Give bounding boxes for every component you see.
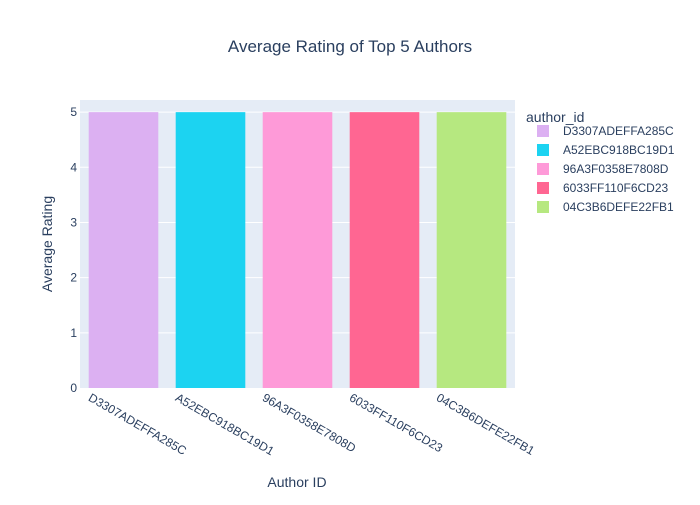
legend-title: author_id [526,109,584,125]
legend-item[interactable]: D3307ADEFFA285C [537,124,674,138]
bar[interactable] [349,112,420,388]
legend-swatch [537,201,549,213]
chart-title: Average Rating of Top 5 Authors [228,37,472,56]
legend-label: A52EBC918BC19D1 [563,143,675,157]
bar[interactable] [436,112,507,388]
legend-item[interactable]: 04C3B6DEFE22FB1 [537,200,674,214]
legend-label: 96A3F0358E7808D [563,162,669,176]
legend-item[interactable]: A52EBC918BC19D1 [537,143,675,157]
y-axis-ticks: 0 1 2 3 4 5 [70,105,77,395]
legend-item[interactable]: 96A3F0358E7808D [537,162,669,176]
legend-swatch [537,163,549,175]
y-tick-label: 3 [70,215,77,229]
y-tick-label: 1 [70,326,77,340]
bar[interactable] [262,112,333,388]
legend-item[interactable]: 6033FF110F6CD23 [537,181,668,195]
bar[interactable] [88,112,159,388]
y-axis-title: Average Rating [39,196,55,292]
legend-swatch [537,144,549,156]
bars[interactable] [88,112,507,388]
legend-label: 04C3B6DEFE22FB1 [563,200,674,214]
legend-swatch [537,125,549,137]
legend-label: D3307ADEFFA285C [563,124,674,138]
x-axis-title: Author ID [267,474,326,490]
y-tick-label: 4 [70,160,77,174]
legend-swatch [537,182,549,194]
bar[interactable] [175,112,246,388]
legend: author_id D3307ADEFFA285C A52EBC918BC19D1… [526,109,675,214]
legend-items[interactable]: D3307ADEFFA285C A52EBC918BC19D1 96A3F0358E… [537,124,675,214]
y-tick-label: 2 [70,271,77,285]
y-tick-label: 0 [70,381,77,395]
y-tick-label: 5 [70,105,77,119]
legend-label: 6033FF110F6CD23 [563,181,668,195]
